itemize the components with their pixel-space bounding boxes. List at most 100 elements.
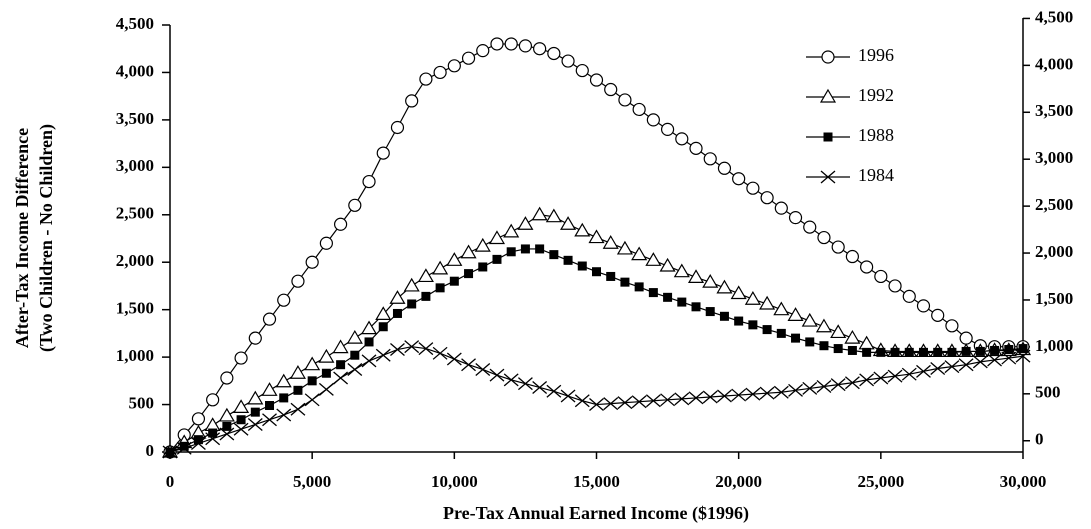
marker: [378, 322, 388, 332]
marker: [748, 320, 758, 330]
marker: [474, 237, 491, 252]
marker: [435, 283, 445, 293]
legend-label: 1996: [858, 45, 894, 65]
marker: [788, 211, 803, 225]
marker: [407, 299, 417, 309]
marker: [847, 345, 857, 355]
marker: [347, 362, 363, 376]
marker: [574, 222, 591, 237]
marker: [418, 342, 434, 356]
marker: [433, 65, 447, 80]
x-tick-label: 20,000: [715, 472, 762, 491]
legend-marker: [823, 132, 833, 142]
y-tick-label: 1,500: [116, 299, 154, 318]
marker: [691, 302, 701, 312]
marker: [687, 269, 705, 284]
marker: [745, 387, 761, 401]
marker: [858, 335, 875, 350]
marker: [376, 146, 390, 160]
y2-tick-label: 1,000: [1035, 336, 1073, 355]
marker: [405, 94, 419, 108]
marker: [602, 235, 619, 249]
marker: [945, 319, 959, 333]
marker: [660, 122, 675, 136]
x-tick-label: 10,000: [431, 472, 478, 491]
marker: [560, 216, 577, 230]
marker: [504, 37, 518, 51]
marker: [873, 371, 889, 385]
marker: [305, 255, 319, 269]
y-tick-label: 1,000: [116, 346, 154, 365]
marker: [333, 371, 349, 385]
marker: [902, 289, 916, 303]
marker: [261, 382, 278, 396]
legend-label: 1992: [858, 85, 894, 105]
marker: [958, 358, 974, 372]
x-tick-label: 5,000: [293, 472, 331, 491]
marker: [689, 141, 703, 155]
marker: [987, 353, 1002, 367]
marker: [577, 261, 587, 271]
y2-tick-label: 3,500: [1035, 101, 1073, 120]
y-axis-title: After-Tax Income Difference: [12, 128, 32, 348]
marker: [561, 54, 575, 68]
marker: [262, 413, 277, 427]
marker: [191, 436, 206, 450]
marker: [815, 318, 833, 333]
marker: [916, 299, 931, 313]
marker: [446, 352, 462, 366]
legend-marker: [819, 88, 837, 103]
marker: [788, 383, 803, 397]
marker: [663, 292, 673, 302]
marker: [361, 354, 377, 368]
marker: [673, 263, 690, 278]
marker: [703, 152, 717, 166]
y2-tick-label: 500: [1035, 383, 1061, 402]
marker: [375, 306, 392, 321]
marker: [887, 369, 903, 383]
marker: [403, 277, 420, 292]
marker: [233, 422, 249, 436]
marker: [447, 59, 461, 73]
marker: [191, 412, 206, 426]
marker: [233, 399, 250, 414]
marker: [888, 279, 902, 293]
marker: [947, 347, 957, 357]
marker: [318, 382, 334, 396]
marker: [859, 373, 875, 387]
marker: [247, 417, 263, 431]
marker: [604, 82, 618, 97]
x-axis-title: Pre-Tax Annual Earned Income ($1996): [443, 503, 749, 524]
marker: [617, 396, 633, 410]
marker: [1004, 345, 1014, 355]
marker: [674, 392, 690, 406]
x-tick-label: 30,000: [1000, 472, 1047, 491]
marker: [760, 191, 774, 205]
marker: [518, 39, 533, 53]
marker: [362, 174, 376, 189]
marker: [390, 343, 405, 357]
marker: [819, 341, 829, 351]
marker: [503, 373, 519, 387]
marker: [645, 252, 662, 266]
marker: [618, 93, 632, 107]
marker: [746, 181, 760, 195]
marker: [844, 376, 860, 390]
marker: [334, 217, 348, 231]
marker: [675, 132, 689, 146]
marker: [304, 356, 321, 371]
y-tick-label: 4,500: [116, 14, 154, 33]
marker: [219, 427, 235, 441]
y-tick-label: 500: [129, 393, 155, 412]
series-line: [169, 214, 1024, 453]
marker: [532, 380, 548, 394]
marker: [432, 260, 449, 275]
marker: [563, 255, 573, 265]
x-tick-label: 25,000: [857, 472, 904, 491]
marker: [660, 393, 676, 407]
y2-tick-label: 4,500: [1035, 7, 1073, 26]
marker: [803, 220, 817, 234]
marker: [432, 346, 448, 360]
marker: [520, 244, 530, 254]
